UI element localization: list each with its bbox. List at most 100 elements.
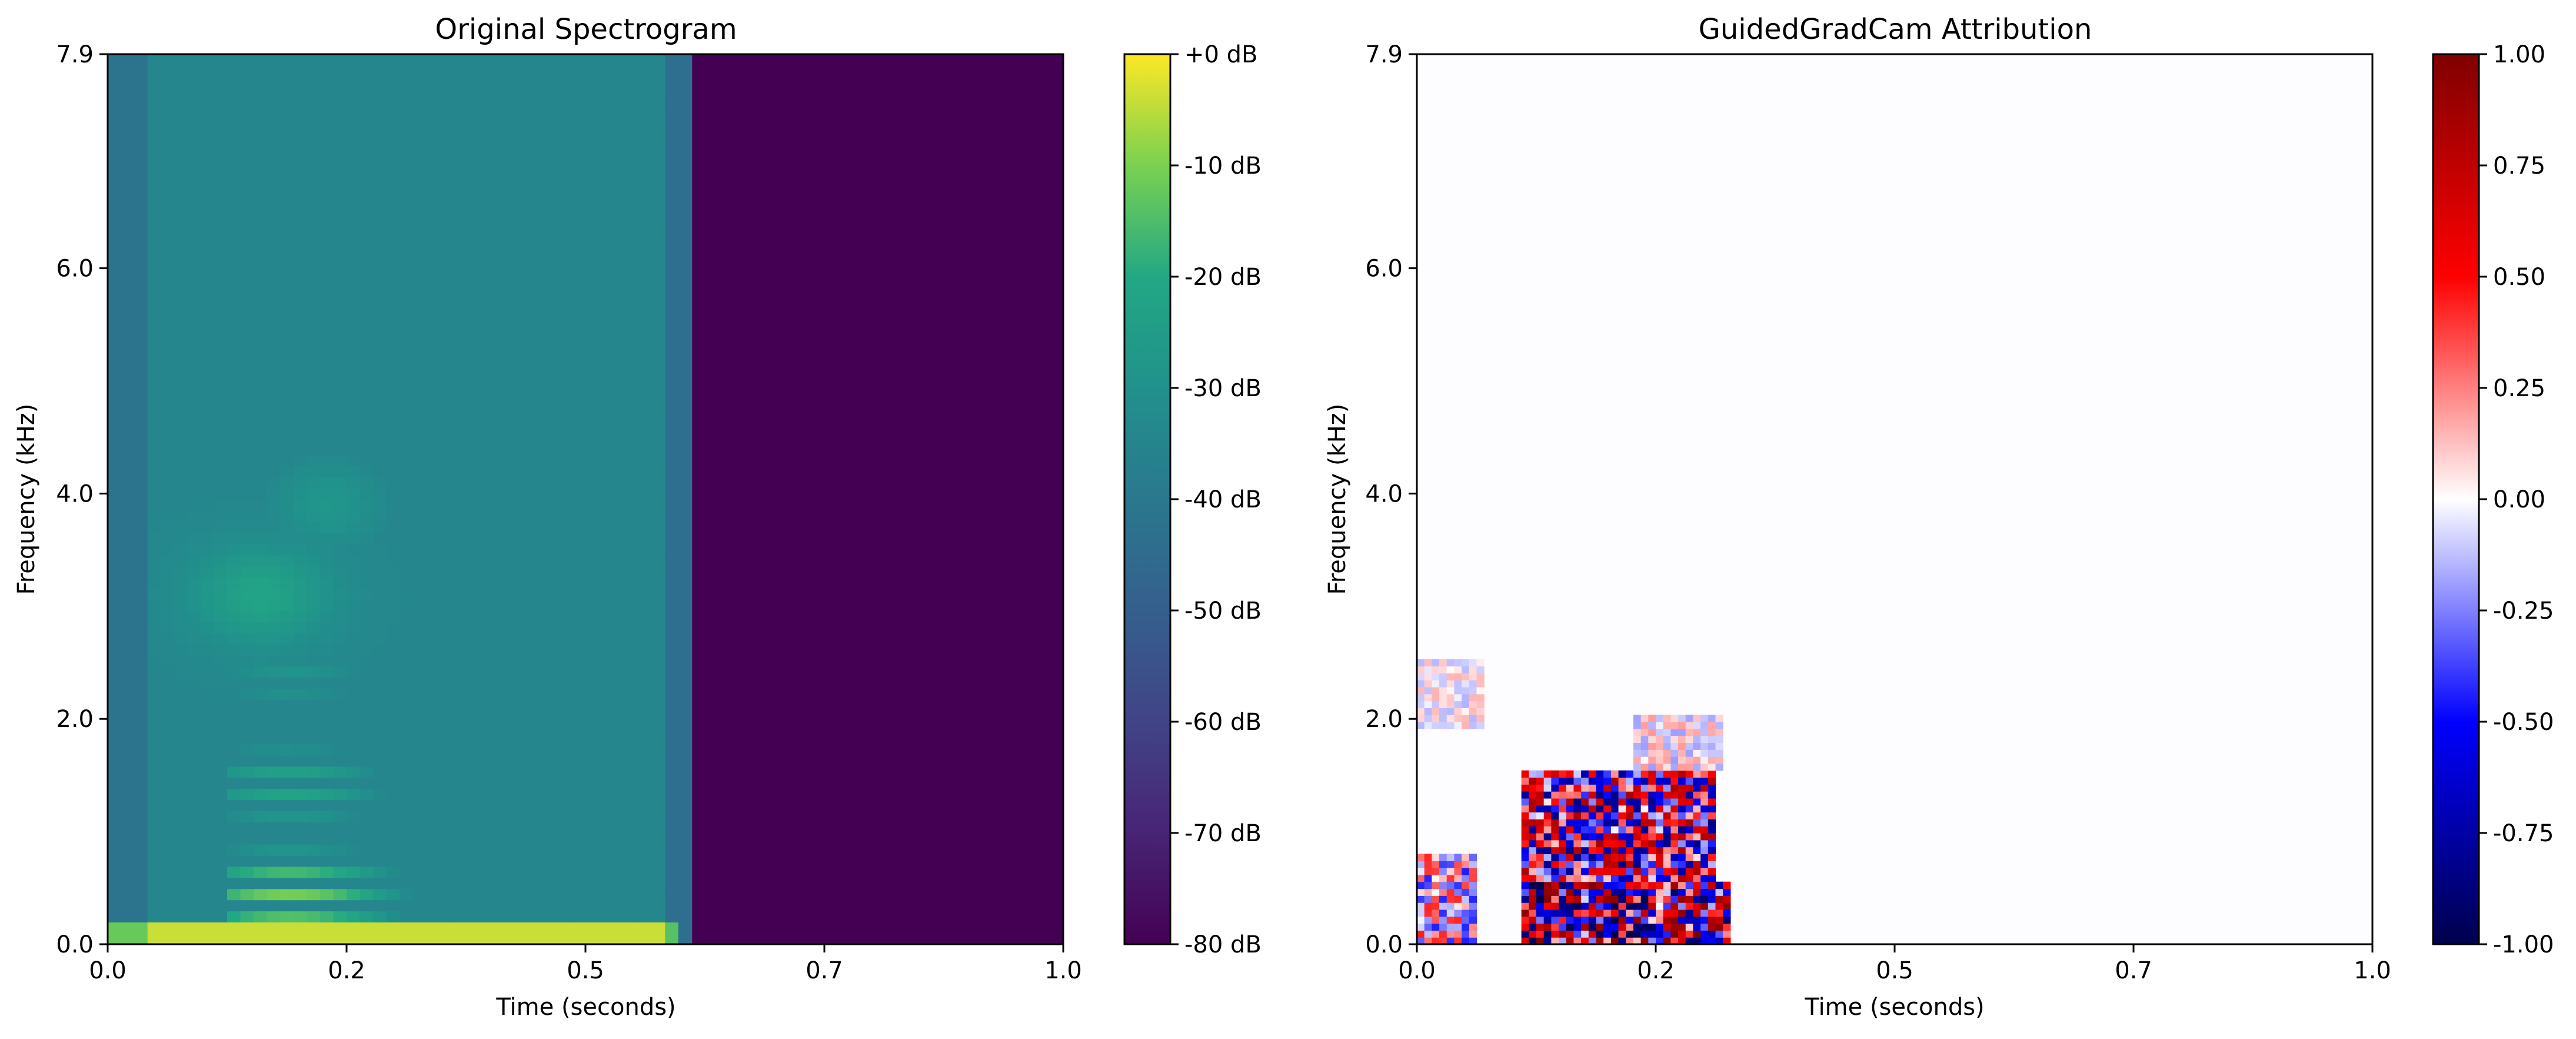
attribution-cell bbox=[1454, 895, 1462, 903]
spectrogram-cell bbox=[347, 310, 361, 322]
spectrogram-cell bbox=[333, 822, 347, 834]
spectrogram-cell bbox=[558, 198, 573, 211]
spectrogram-cell bbox=[161, 466, 175, 477]
spectrogram-cell bbox=[519, 632, 533, 645]
spectrogram-cell bbox=[214, 922, 228, 934]
spectrogram-cell bbox=[532, 265, 547, 277]
spectrogram-cell bbox=[439, 421, 454, 433]
attribution-cell bbox=[1417, 868, 1425, 875]
spectrogram-cell bbox=[280, 588, 294, 600]
attribution-cell bbox=[1648, 930, 1656, 938]
spectrogram-cell bbox=[240, 577, 254, 589]
attribution-cell bbox=[1566, 777, 1575, 785]
spectrogram-cell bbox=[678, 588, 693, 600]
attribution-cell bbox=[1417, 902, 1425, 910]
spectrogram-cell bbox=[240, 543, 254, 556]
spectrogram-cell bbox=[240, 477, 254, 489]
spectrogram-cell bbox=[519, 221, 533, 233]
spectrogram-cell bbox=[293, 477, 308, 489]
spectrogram-cell bbox=[439, 822, 454, 834]
spectrogram-cell bbox=[280, 54, 294, 66]
spectrogram-cell bbox=[333, 54, 347, 66]
spectrogram-cell bbox=[625, 421, 640, 433]
spectrogram-cell bbox=[678, 632, 693, 645]
spectrogram-cell bbox=[638, 922, 653, 934]
spectrogram-cell bbox=[651, 722, 666, 733]
attribution-cell bbox=[1678, 798, 1686, 806]
spectrogram-cell bbox=[598, 287, 613, 300]
attribution-cell bbox=[1648, 826, 1656, 834]
spectrogram-cell bbox=[333, 232, 347, 244]
spectrogram-cell bbox=[466, 743, 480, 756]
spectrogram-cell bbox=[466, 688, 480, 700]
spectrogram-cell bbox=[319, 287, 334, 300]
spectrogram-cell bbox=[240, 588, 254, 600]
spectrogram-cell bbox=[267, 643, 281, 656]
spectrogram-cell bbox=[466, 254, 480, 266]
spectrogram-cell bbox=[651, 610, 666, 622]
spectrogram-cell bbox=[598, 888, 613, 901]
spectrogram-cell bbox=[545, 65, 560, 77]
spectrogram-cell bbox=[280, 666, 294, 678]
spectrogram-cell bbox=[558, 666, 573, 678]
attribution-cell bbox=[1633, 715, 1642, 722]
spectrogram-cell bbox=[651, 866, 666, 878]
attribution-cell bbox=[1476, 708, 1485, 715]
spectrogram-cell bbox=[598, 98, 613, 111]
attribution-cell bbox=[1432, 909, 1440, 917]
spectrogram-cell bbox=[492, 399, 507, 411]
attribution-cell bbox=[1543, 909, 1552, 917]
spectrogram-cell bbox=[625, 76, 640, 88]
spectrogram-cell bbox=[585, 76, 600, 88]
attribution-cell bbox=[1626, 791, 1634, 799]
attribution-cell bbox=[1610, 798, 1619, 806]
spectrogram-cell bbox=[373, 354, 387, 366]
spectrogram-cell bbox=[545, 899, 560, 912]
spectrogram-cell bbox=[360, 677, 374, 689]
spectrogram-cell bbox=[108, 210, 122, 222]
spectrogram-cell bbox=[386, 109, 401, 122]
spectrogram-cell bbox=[426, 743, 440, 756]
spectrogram-cell bbox=[307, 777, 321, 789]
attribution-cell bbox=[1424, 708, 1432, 715]
spectrogram-cell bbox=[360, 566, 374, 578]
spectrogram-cell bbox=[108, 265, 122, 277]
spectrogram-cell bbox=[545, 911, 560, 922]
spectrogram-cell bbox=[134, 632, 148, 645]
spectrogram-cell bbox=[558, 532, 573, 545]
attribution-cell bbox=[1693, 868, 1701, 875]
attribution-cell bbox=[1626, 923, 1634, 931]
spectrogram-cell bbox=[254, 855, 268, 867]
spectrogram-cell bbox=[347, 766, 361, 778]
spectrogram-cell bbox=[412, 933, 427, 945]
spectrogram-cell bbox=[545, 711, 560, 722]
spectrogram-cell bbox=[121, 866, 135, 878]
attribution-cell bbox=[1424, 916, 1432, 924]
attribution-cell bbox=[1708, 805, 1716, 813]
spectrogram-cell bbox=[678, 866, 693, 878]
attribution-cell bbox=[1670, 805, 1679, 813]
spectrogram-cell bbox=[412, 610, 427, 622]
spectrogram-cell bbox=[426, 466, 440, 477]
spectrogram-cell bbox=[240, 388, 254, 400]
spectrogram-cell bbox=[400, 298, 414, 311]
spectrogram-cell bbox=[625, 165, 640, 177]
spectrogram-cell bbox=[625, 688, 640, 700]
attribution-cell bbox=[1610, 888, 1619, 896]
attribution-cell bbox=[1424, 909, 1432, 917]
spectrogram-cell bbox=[625, 388, 640, 400]
spectrogram-cell bbox=[452, 287, 467, 300]
spectrogram-cell bbox=[373, 221, 387, 233]
spectrogram-cell bbox=[585, 521, 600, 533]
spectrogram-cell bbox=[452, 421, 467, 433]
spectrogram-cell bbox=[638, 610, 653, 622]
spectrogram-cell bbox=[386, 521, 401, 533]
spectrogram-cell bbox=[479, 532, 493, 545]
spectrogram-cell bbox=[625, 366, 640, 377]
spectrogram-cell bbox=[651, 132, 666, 144]
spectrogram-cell bbox=[572, 911, 586, 922]
spectrogram-cell bbox=[651, 488, 666, 500]
spectrogram-cell bbox=[147, 699, 162, 711]
attribution-cell bbox=[1708, 728, 1716, 736]
spectrogram-cell bbox=[134, 555, 148, 567]
